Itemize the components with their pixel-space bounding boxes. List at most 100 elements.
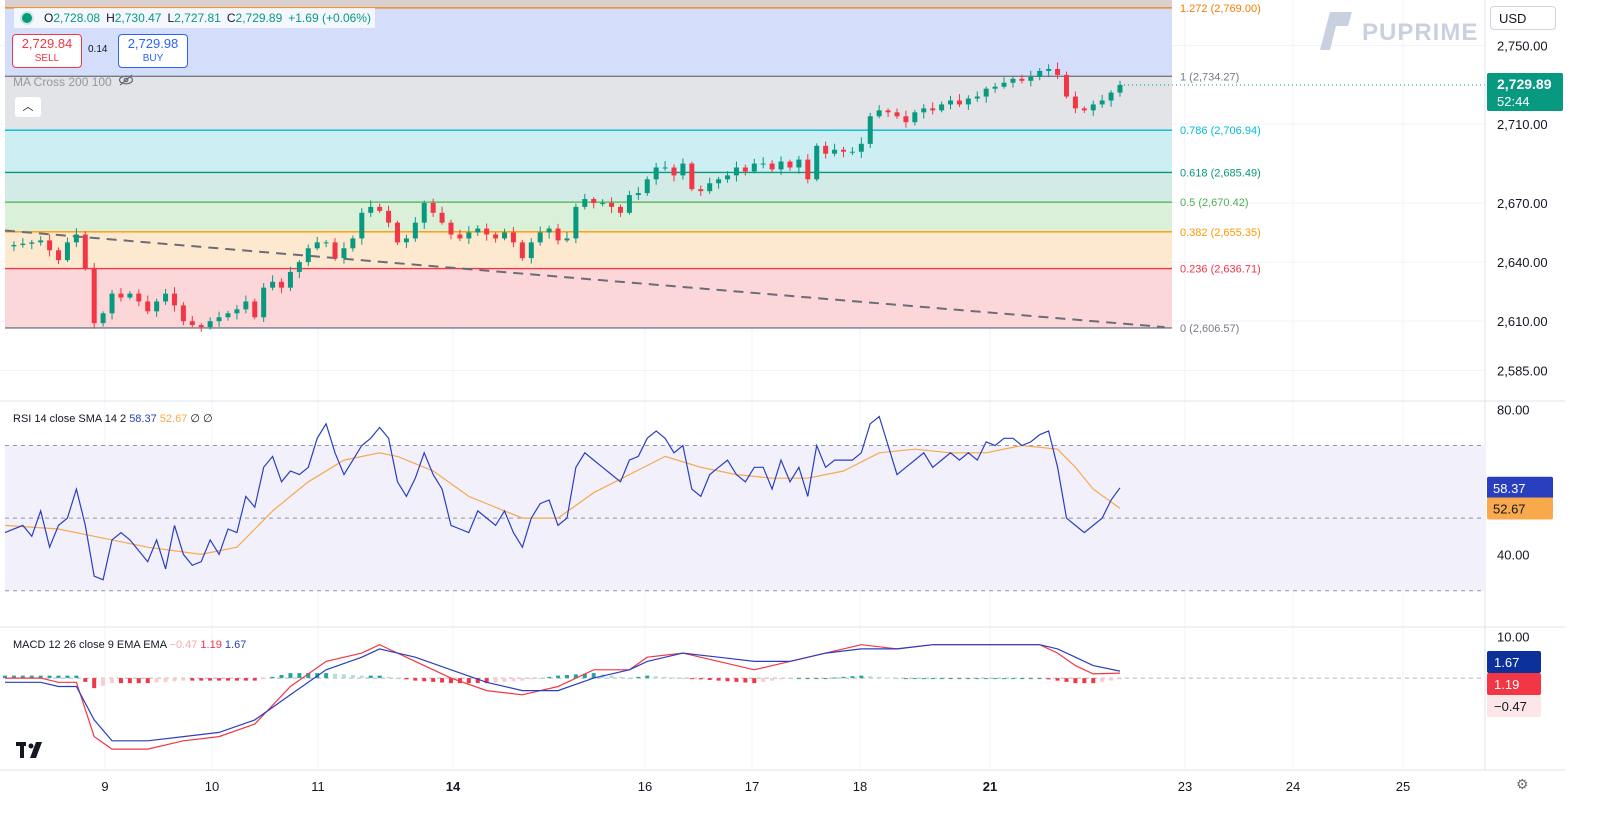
macd-histogram-bar: [725, 678, 730, 682]
rsi-label: RSI 14 close SMA 14 2: [13, 413, 127, 425]
candle-body: [91, 267, 97, 324]
macd-histogram-bar: [1028, 678, 1033, 680]
macd-histogram-bar: [529, 678, 534, 680]
macd-histogram-bar: [154, 678, 159, 683]
chevron-up-icon[interactable]: ︿: [14, 96, 42, 118]
candle-body: [716, 179, 722, 184]
macd-histogram-bar: [413, 678, 418, 681]
puprime-logo-icon: [1316, 8, 1356, 59]
ma-cross-label[interactable]: MA Cross 200 100: [13, 75, 112, 89]
time-tick-label: 14: [446, 779, 461, 794]
macd-histogram-bar: [689, 678, 694, 680]
fib-label-6: 0.236 (2,636.71): [1180, 264, 1261, 276]
candle-body: [1055, 68, 1061, 75]
price-tick-label: 2,710.00: [1497, 117, 1548, 132]
macd-histogram-bar: [11, 675, 16, 679]
macd-histogram-bar: [199, 678, 204, 681]
candle-body: [707, 183, 713, 192]
macd-histogram-bar: [787, 678, 792, 680]
macd-histogram-bar: [395, 678, 400, 680]
time-tick-label: 23: [1178, 779, 1192, 794]
macd-histogram-bar: [823, 678, 828, 680]
eye-off-icon[interactable]: [118, 73, 134, 87]
candle-body: [171, 293, 177, 306]
candle-body: [180, 305, 186, 322]
macd-histogram-bar: [707, 678, 712, 680]
candle-body: [546, 228, 552, 233]
tradingview-logo-icon[interactable]: [16, 742, 46, 758]
rsi-line: [4, 415, 1121, 581]
candle-body: [733, 167, 739, 176]
candle-body: [992, 86, 998, 89]
candle-body: [832, 149, 838, 154]
macd-histogram-bar: [243, 678, 248, 681]
macd-histogram-bar: [984, 678, 989, 680]
fib-label-1: 1 (2,734.27): [1180, 71, 1239, 83]
macd-histogram-bar: [663, 676, 668, 679]
candle-body: [502, 232, 508, 239]
rsi-legend: RSI 14 close SMA 14 2 58.37 52.67 ∅ ∅: [13, 412, 213, 425]
macd-histogram-bar: [288, 673, 293, 679]
candle-body: [403, 238, 409, 243]
time-tick-label: 10: [205, 779, 219, 794]
macd-histogram-bar: [377, 675, 382, 679]
candle-body: [956, 100, 962, 105]
sell-button[interactable]: 2,729.84 SELL: [12, 34, 82, 68]
macd-histogram-bar: [948, 678, 953, 680]
macd-histogram-bar: [538, 678, 543, 680]
candle-body: [136, 293, 142, 302]
candle-body: [100, 313, 106, 324]
macd-histogram-bar: [92, 678, 97, 689]
candle-body: [1063, 74, 1069, 97]
candle-body: [1090, 104, 1096, 111]
candle-body: [466, 232, 472, 239]
brand-watermark: PUPRIME: [1316, 10, 1478, 56]
candle-body: [823, 145, 829, 154]
macd-histogram-bar: [743, 678, 748, 683]
macd-histogram-bar: [1037, 678, 1042, 680]
candle-body: [1046, 68, 1052, 71]
fib-zone-4: [5, 172, 1172, 203]
rsi-tick-label: 40.00: [1497, 547, 1530, 562]
macd-histogram-bar: [20, 675, 25, 679]
candle-body: [225, 313, 231, 318]
candle-body: [510, 232, 516, 243]
macd-line-badge: [1487, 673, 1541, 695]
currency-selector[interactable]: USD: [1490, 6, 1556, 30]
settings-icon[interactable]: ⚙: [1516, 776, 1529, 792]
macd-histogram-bar: [163, 678, 168, 682]
candle-body: [662, 167, 668, 169]
high-value: 2,730.47: [114, 11, 162, 25]
macd-histogram-bar: [324, 673, 329, 679]
candle-body: [163, 293, 169, 302]
macd-histogram-bar: [484, 678, 489, 684]
candle-body: [760, 163, 766, 165]
buy-button[interactable]: 2,729.98 BUY: [118, 34, 188, 68]
candle-body: [207, 321, 213, 328]
macd-histogram-bar: [1046, 678, 1051, 680]
candle-body: [1081, 108, 1087, 111]
rsi-legend-value: 58.37: [129, 413, 157, 425]
candle-body: [903, 116, 909, 123]
low-value: 2,727.81: [174, 11, 221, 25]
candle-body: [725, 175, 731, 180]
macd-histogram-bar: [208, 678, 213, 681]
candle-body: [47, 240, 53, 251]
macd-histogram-bar: [832, 677, 837, 679]
macd-histogram-bar: [1010, 678, 1015, 680]
sell-price: 2,729.84: [21, 36, 73, 51]
macd-legend-line: 1.19: [200, 639, 222, 651]
rsi-sma-line: [4, 444, 1121, 556]
time-tick-label: 25: [1396, 779, 1410, 794]
candle-body: [805, 159, 811, 180]
buy-price: 2,729.98: [127, 36, 179, 51]
market-status-icon: [20, 11, 34, 25]
candle-body: [323, 242, 329, 244]
candle-body: [386, 210, 392, 223]
macd-histogram-bar: [234, 678, 239, 681]
open-label: O: [44, 11, 54, 25]
macd-histogram-bar: [877, 676, 882, 679]
candle-body: [216, 317, 222, 322]
macd-histogram-bar: [886, 677, 891, 679]
